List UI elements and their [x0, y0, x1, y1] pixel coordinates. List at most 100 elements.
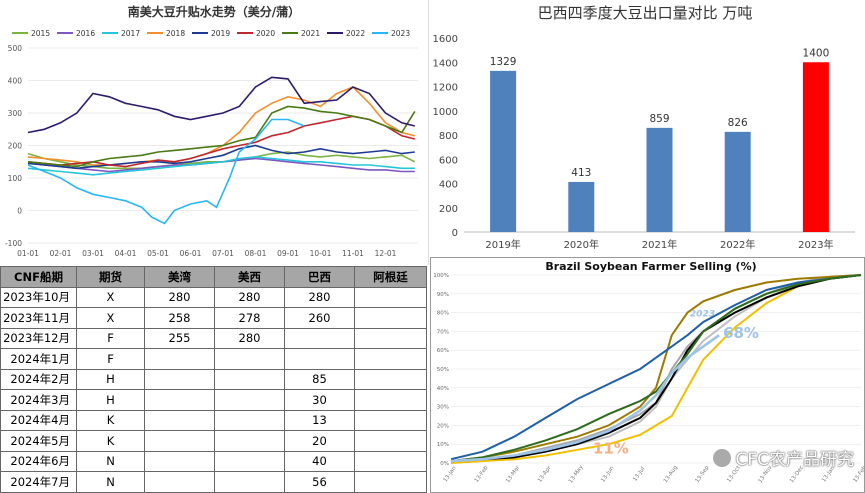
- y-tick-label: 0%: [440, 461, 449, 467]
- table-cell: N: [76, 450, 145, 472]
- table-cell: 85: [284, 368, 355, 390]
- table-cell: 2024年3月: [0, 389, 77, 411]
- x-tick-label: 08-01: [245, 249, 267, 258]
- x-tick-label: 13-Jan: [443, 465, 458, 483]
- table-cell: 278: [214, 307, 285, 329]
- table-cell: N: [76, 471, 145, 493]
- table-cell: 2023年10月: [0, 286, 77, 308]
- table-cell: [354, 450, 427, 472]
- x-tick-label: 13-Feb: [474, 465, 490, 484]
- farmer-selling-chart: Brazil Soybean Farmer Selling (%) 0% 10% 20…: [433, 260, 864, 485]
- export-bar-chart: 巴西四季度大豆出口量对比 万吨 0 200 400 600 800 1000 1200 1400…: [433, 4, 855, 251]
- wechat-icon: [713, 448, 732, 467]
- table-cell: [214, 450, 285, 472]
- legend-label-2015: 2015: [31, 29, 50, 38]
- table-cell: 255: [144, 327, 215, 349]
- x-tick-label: 2020年: [564, 238, 599, 251]
- table-row: 2024年1月 F: [0, 348, 427, 370]
- x-tick-label: 02-01: [50, 249, 72, 258]
- legend-label-2021: 2021: [301, 29, 320, 38]
- series-line-2020: [27, 115, 415, 168]
- x-tick-label: 13-Aug: [663, 465, 679, 485]
- chart-title: 巴西四季度大豆出口量对比 万吨: [538, 4, 753, 22]
- bar-value-label: 413: [571, 167, 591, 179]
- table-cell: F: [76, 327, 145, 349]
- y-tick-label: 1200: [433, 83, 458, 94]
- table-cell: 280: [214, 327, 285, 349]
- chart-title: 南美大豆升贴水走势（美分/蒲）: [128, 4, 300, 19]
- series-line-2015: [27, 151, 416, 170]
- column-header: 美西: [214, 266, 285, 288]
- table-cell: 56: [284, 471, 355, 493]
- annotation-low: 11%: [593, 440, 629, 458]
- table-cell: 2024年6月: [0, 450, 77, 472]
- bar-2022年: [724, 131, 751, 232]
- y-tick-label: 1600: [433, 34, 458, 45]
- table-cell: 40: [284, 450, 355, 472]
- series-line-2023: [27, 118, 305, 225]
- y-tick-label: 200: [8, 142, 23, 151]
- y-tick-label: 60%: [437, 348, 449, 354]
- y-tick-label: 30%: [437, 405, 449, 411]
- table-cell: 280: [284, 286, 355, 308]
- table-row: 2023年12月 F 255 280: [0, 327, 427, 349]
- table-header-row: CNF船期 期货 美湾 美西 巴西 阿根廷: [0, 266, 427, 288]
- table-cell: [214, 389, 285, 411]
- series-line-2019: [27, 144, 415, 170]
- table-cell: 2024年1月: [0, 348, 77, 370]
- series-line-2018: [450, 274, 862, 463]
- x-tick-label: 06-01: [180, 249, 202, 258]
- premium-line-chart: 南美大豆升贴水走势（美分/蒲） 2015 2016 2017 2018 2019 2020 2…: [5, 4, 418, 258]
- y-tick-label: 400: [439, 180, 458, 191]
- series-line-Average: [450, 274, 862, 463]
- chart-title: Brazil Soybean Farmer Selling (%): [545, 260, 756, 273]
- table-cell: [354, 327, 427, 349]
- table-cell: [214, 430, 285, 452]
- table-row: 2023年10月 X 280 280 280: [0, 286, 427, 308]
- y-tick-label: 1000: [433, 107, 458, 118]
- table-row: 2024年4月 K 13: [0, 409, 427, 431]
- table-cell: [354, 368, 427, 390]
- annotation-year: 2023: [690, 309, 715, 319]
- y-tick-label: 0: [17, 207, 22, 216]
- annotation-current: 68%: [723, 324, 759, 342]
- export-bar-chart-panel: 巴西四季度大豆出口量对比 万吨 0 200 400 600 800 1000 1200 1400…: [430, 0, 865, 265]
- table-cell: [214, 409, 285, 431]
- series-line-2020: [450, 274, 862, 463]
- y-tick-label: 40%: [437, 386, 449, 392]
- y-tick-label: 0: [452, 228, 458, 239]
- table-row: 2024年3月 H 30: [0, 389, 427, 411]
- table-cell: K: [76, 409, 145, 431]
- table-cell: [354, 286, 427, 308]
- table-cell: [144, 409, 215, 431]
- x-tick-label: 13-Apr: [537, 465, 553, 484]
- table-cell: K: [76, 430, 145, 452]
- series-line-2017: [450, 274, 862, 464]
- table-cell: 2023年11月: [0, 307, 77, 329]
- bar-2021年: [646, 127, 673, 232]
- bar-value-label: 859: [649, 113, 669, 125]
- table-cell: [354, 389, 427, 411]
- y-tick-label: 50%: [437, 367, 449, 373]
- table-cell: [214, 471, 285, 493]
- table-cell: 2023年12月: [0, 327, 77, 349]
- y-tick-label: 400: [8, 77, 23, 86]
- table-cell: H: [76, 389, 145, 411]
- legend-label-2022: 2022: [346, 29, 365, 38]
- table-cell: 280: [214, 286, 285, 308]
- x-tick-label: 13-Jun: [600, 465, 615, 484]
- y-tick-label: 90%: [437, 292, 449, 298]
- legend-label-2017: 2017: [121, 29, 140, 38]
- table-cell: [144, 389, 215, 411]
- legend-label-2019: 2019: [211, 29, 230, 38]
- table-row: 2023年11月 X 258 278 260: [0, 307, 427, 329]
- x-tick-label: 2023年: [798, 238, 833, 251]
- table-cell: [144, 348, 215, 370]
- legend-label-2023: 2023: [391, 29, 410, 38]
- table-cell: [354, 471, 427, 493]
- table-cell: 2024年2月: [0, 368, 77, 390]
- y-tick-label: 800: [439, 131, 458, 142]
- x-tick-label: 05-01: [147, 249, 169, 258]
- y-tick-label: -100: [5, 239, 22, 248]
- x-tick-label: 2019年: [485, 238, 520, 251]
